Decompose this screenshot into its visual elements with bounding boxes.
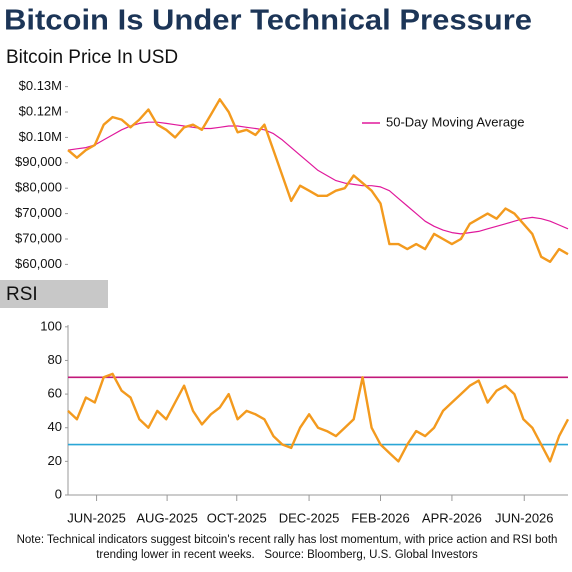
x-tick-label: APR-2026	[422, 510, 482, 525]
source-text: Source: Bloomberg, U.S. Global Investors	[264, 549, 478, 561]
y-tick-label: $70,000	[15, 205, 62, 220]
rsi-header	[0, 280, 108, 308]
y-tick-label: 40	[48, 419, 62, 434]
series-line	[67, 121, 569, 235]
panel-title: RSI	[6, 284, 38, 305]
chart-subtitle: Bitcoin Price In USD	[6, 47, 178, 68]
note: Note: Technical indicators suggest bitco…	[4, 533, 570, 563]
x-tick-label: FEB-2026	[351, 510, 410, 525]
series-line	[67, 372, 570, 463]
series-line	[67, 98, 569, 263]
note-text: Note: Technical indicators suggest bitco…	[16, 534, 558, 561]
y-tick-label: $60,000	[15, 256, 62, 271]
y-tick-label: 80	[48, 352, 62, 367]
y-tick-label: $90,000	[15, 154, 62, 169]
chart: Bitcoin Is Under Technical Pressure Bitc…	[0, 5, 570, 525]
y-tick-label: 0	[55, 486, 62, 501]
y-tick-label: $80,000	[15, 180, 62, 195]
y-tick-label: 100	[40, 318, 62, 333]
x-tick-label: JUN-2025	[67, 510, 126, 525]
y-tick-label: $70,000	[15, 230, 62, 245]
y-tick-label: $0.13M	[19, 78, 62, 93]
y-tick-label: 20	[48, 453, 62, 468]
x-tick-label: DEC-2025	[279, 510, 340, 525]
legend-label: 50-Day Moving Average	[386, 114, 525, 129]
y-tick-label: 60	[48, 386, 62, 401]
y-tick-label: $0.12M	[19, 103, 62, 118]
x-tick-label: AUG-2025	[136, 510, 197, 525]
x-tick-label: JUN-2026	[495, 510, 554, 525]
x-tick-label: OCT-2025	[207, 510, 267, 525]
y-tick-label: $0.10M	[19, 129, 62, 144]
chart-title: Bitcoin Is Under Technical Pressure	[4, 5, 532, 37]
